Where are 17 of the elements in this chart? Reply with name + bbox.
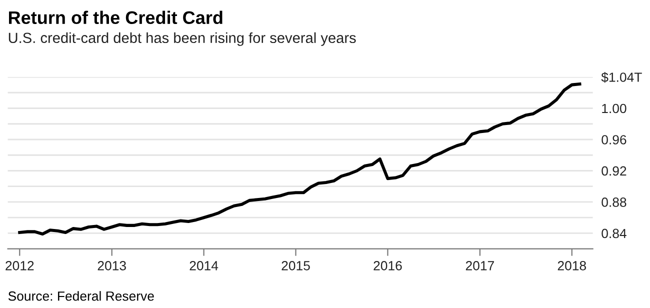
line-series — [18, 82, 582, 236]
chart-title: Return of the Credit Card — [9, 10, 222, 24]
x-tick-label: 2015 — [282, 261, 310, 270]
x-tick-label: 2013 — [98, 261, 126, 270]
source-note: Source: Federal Reserve — [8, 291, 154, 301]
x-tick-label: 2018 — [558, 261, 586, 270]
x-tick-label: 2016 — [374, 261, 402, 270]
y-tick-label: 0.96 — [602, 135, 626, 144]
y-tick-label: 0.92 — [602, 166, 626, 176]
x-tick-label: 2014 — [190, 261, 218, 270]
y-tick-label: 0.88 — [602, 198, 626, 207]
y-tick-label: $1.04T — [601, 72, 642, 83]
y-tick-label: 1.00 — [602, 104, 626, 114]
chart-subtitle: U.S. credit-card debt has been rising for several years — [8, 32, 356, 46]
y-tick-label: 0.84 — [602, 228, 626, 238]
x-tick-label: 2012 — [6, 261, 34, 270]
x-tick-label: 2017 — [466, 261, 494, 270]
